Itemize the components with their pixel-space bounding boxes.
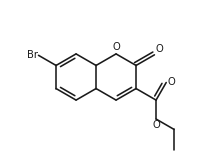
Text: O: O xyxy=(167,77,175,87)
Text: O: O xyxy=(112,42,120,52)
Text: O: O xyxy=(152,120,160,130)
Text: Br: Br xyxy=(27,50,38,60)
Text: O: O xyxy=(155,44,163,54)
